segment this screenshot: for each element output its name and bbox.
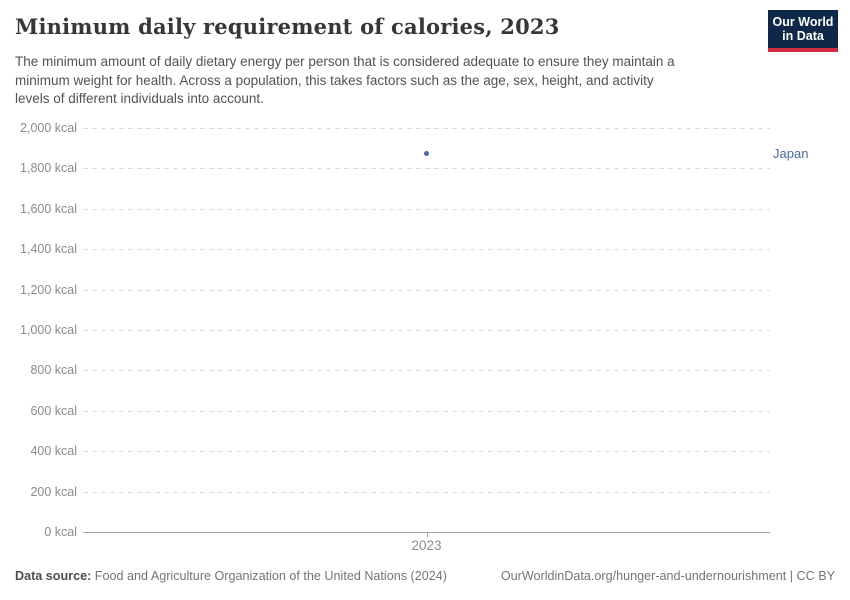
y-gridline [83,330,770,331]
chart-title: Minimum daily requirement of calories, 2… [15,14,560,39]
entity-label-japan[interactable]: Japan [773,145,809,161]
x-axis-line [83,532,770,533]
y-gridline [83,491,770,493]
y-tick-label: 1,600 kcal [20,201,77,216]
x-tick-mark [427,532,428,537]
y-gridline [83,451,770,453]
y-gridline [83,249,770,251]
y-tick-label: 1,800 kcal [20,161,77,176]
y-tick-label: 0 kcal [44,525,77,539]
chart-subtitle: The minimum amount of daily dietary ener… [15,53,775,109]
x-tick-label: 2023 [411,538,442,553]
y-gridline [83,168,770,170]
y-tick-label: 800 kcal [30,363,77,378]
y-gridline [83,289,770,291]
subtitle-line-2: minimum weight for health. Across a popu… [15,72,654,88]
subtitle-line-1: The minimum amount of daily dietary ener… [15,54,675,69]
logo-text-line-2: in Data [782,29,824,43]
y-tick-label: 400 kcal [30,444,77,459]
y-tick-label: 200 kcal [30,484,77,499]
y-gridline [83,370,770,372]
data-source-text: Food and Agriculture Organization of the… [94,569,447,583]
y-tick-label: 1,400 kcal [20,242,77,257]
data-source-label: Data source: [15,569,92,583]
footer-link[interactable]: OurWorldinData.org/hunger-and-undernouri… [500,569,835,583]
data-point-japan[interactable] [424,151,429,157]
logo-text-line-1: Our World [772,15,834,29]
y-gridline [83,410,770,412]
y-gridline [83,208,770,210]
y-tick-label: 1,200 kcal [20,282,77,297]
y-tick-label: 1,000 kcal [20,323,77,337]
owid-logo[interactable]: Our World in Data [768,10,838,52]
data-source: Data source: Food and Agriculture Organi… [15,569,447,583]
y-tick-label: 600 kcal [30,403,77,418]
subtitle-line-3: levels of different individuals into acc… [15,91,264,106]
chart-footer: Data source: Food and Agriculture Organi… [15,569,835,583]
y-gridline [83,128,770,129]
y-tick-label: 2,000 kcal [20,121,77,135]
